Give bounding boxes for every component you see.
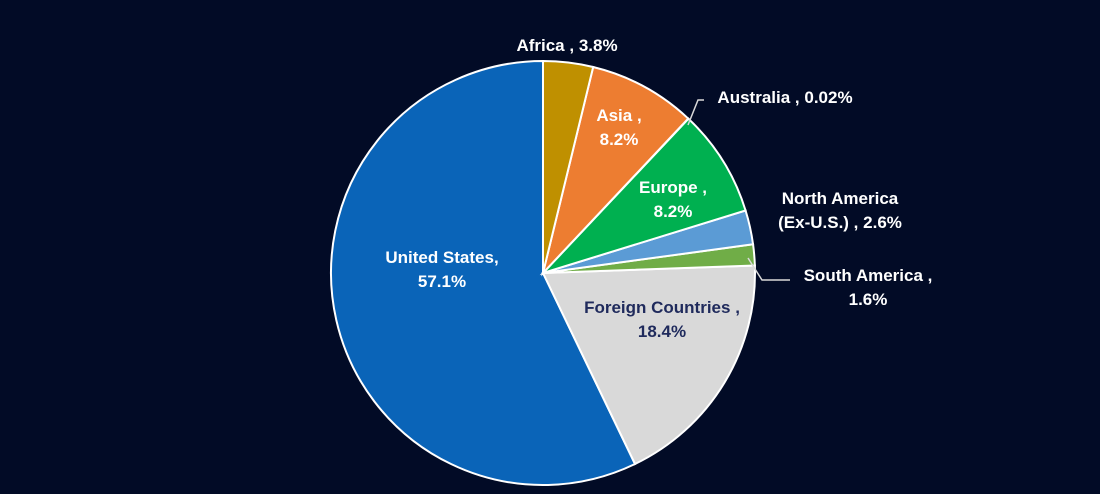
category-label: Asia , bbox=[596, 106, 642, 125]
value-label: 8.2% bbox=[653, 202, 693, 221]
category-label: North America (Ex-U.S.) , bbox=[778, 189, 899, 232]
value-label: 18.4% bbox=[637, 322, 687, 341]
category-label: United States, bbox=[385, 248, 499, 267]
pie-slice bbox=[541, 264, 756, 466]
value-label: 2.6% bbox=[863, 213, 902, 232]
category-label: Europe , bbox=[638, 178, 707, 197]
pie-slice bbox=[542, 59, 595, 274]
slice-label: United States, 57.1% bbox=[367, 246, 517, 294]
slice-label: Europe , 8.2% bbox=[628, 176, 718, 224]
category-label: Australia , bbox=[717, 88, 800, 107]
value-label: 1.6% bbox=[848, 290, 888, 309]
value-label: 0.02% bbox=[804, 88, 853, 107]
leader-line bbox=[747, 257, 790, 281]
value-label: 8.2% bbox=[599, 130, 639, 149]
category-label: South America , bbox=[803, 266, 933, 285]
category-label: Africa , bbox=[516, 36, 575, 55]
slice-label: Australia , 0.02% bbox=[695, 86, 875, 110]
slice-label: South America , 1.6% bbox=[788, 264, 948, 312]
value-label: 3.8% bbox=[578, 36, 618, 55]
value-label: 57.1% bbox=[417, 272, 467, 291]
category-label: Foreign Countries , bbox=[584, 298, 740, 317]
slice-label: Asia , 8.2% bbox=[579, 104, 659, 152]
leader-line bbox=[687, 99, 704, 126]
slice-label: North America (Ex-U.S.) , 2.6% bbox=[765, 187, 915, 235]
slice-label: Africa , 3.8% bbox=[467, 34, 667, 58]
pie-slice bbox=[330, 59, 637, 486]
pie-slice bbox=[539, 117, 747, 276]
slice-label: Foreign Countries , 18.4% bbox=[572, 296, 752, 344]
pie-slice bbox=[541, 65, 690, 277]
